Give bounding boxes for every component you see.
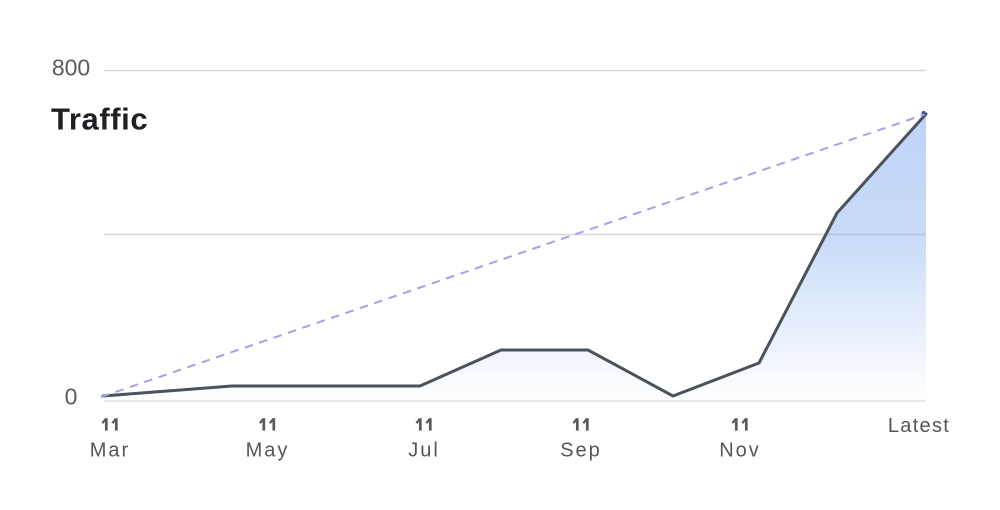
svg-text:Latest: Latest xyxy=(888,415,950,437)
svg-text:May: May xyxy=(246,440,290,462)
svg-text:Sep: Sep xyxy=(560,440,602,462)
svg-text:Traffic: Traffic xyxy=(51,102,148,137)
svg-text:Jul: Jul xyxy=(408,440,440,462)
svg-text:Mar: Mar xyxy=(90,440,130,462)
svg-text:Nov: Nov xyxy=(719,440,761,462)
svg-text:800: 800 xyxy=(52,55,90,81)
svg-text:0: 0 xyxy=(65,384,78,410)
